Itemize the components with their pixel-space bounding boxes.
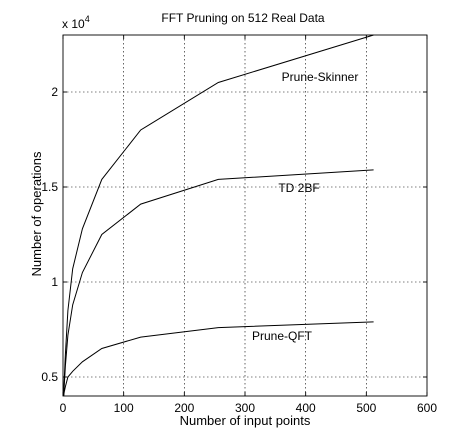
series-label-td-2bf: TD 2BF — [278, 181, 319, 195]
y-scale-base: x 10 — [62, 17, 85, 31]
x-tick-label: 400 — [296, 401, 316, 415]
y-scale-factor: x 104 — [62, 14, 90, 31]
series-line-prune-skinner — [63, 34, 374, 397]
y-tick-label: 2 — [51, 85, 58, 99]
y-scale-exponent: 4 — [85, 14, 90, 24]
series-line-td-2bf — [63, 169, 374, 397]
y-tick-label: 1 — [51, 275, 58, 289]
series-label-prune-skinner: Prune-Skinner — [282, 70, 359, 84]
series-lines — [63, 34, 374, 397]
grid — [63, 35, 427, 396]
x-tick-label: 300 — [235, 401, 255, 415]
x-tick-label: 600 — [417, 401, 437, 415]
axis-ticks: 0 100 200 300 400 500 600 0.5 1 1.5 2 — [41, 35, 437, 415]
y-axis-label: Number of operations — [29, 151, 44, 277]
chart-title: FFT Pruning on 512 Real Data — [161, 11, 325, 25]
series-line-prune-qft — [63, 321, 374, 397]
x-tick-label: 100 — [114, 401, 134, 415]
series-label-prune-qft: Prune-QFT — [252, 329, 313, 343]
y-tick-label: 0.5 — [41, 370, 58, 384]
x-axis-label: Number of input points — [180, 413, 311, 428]
y-tick-label: 1.5 — [41, 180, 58, 194]
x-tick-label: 500 — [356, 401, 376, 415]
x-tick-label: 0 — [60, 401, 67, 415]
x-tick-label: 200 — [174, 401, 194, 415]
